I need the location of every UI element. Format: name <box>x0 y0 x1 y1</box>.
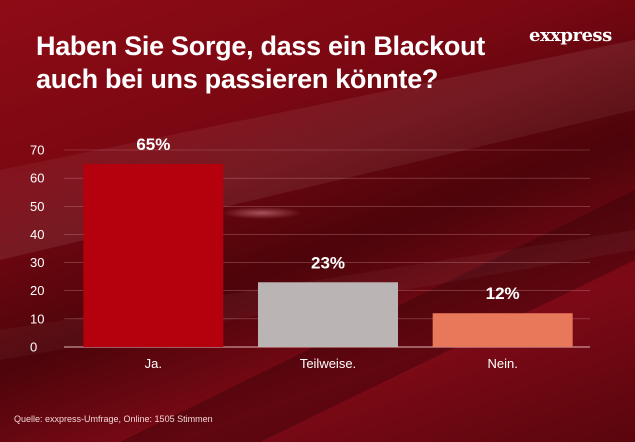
bar <box>258 282 398 347</box>
brand-logo: exxpress <box>529 25 612 46</box>
data-label: 12% <box>486 284 520 303</box>
y-tick-label: 70 <box>30 143 44 158</box>
y-tick-label: 20 <box>30 283 44 298</box>
data-label: 23% <box>311 253 345 272</box>
x-tick-label: Teilweise. <box>300 356 356 371</box>
source-note: Quelle: exxpress-Umfrage, Online: 1505 S… <box>14 414 213 424</box>
bar <box>83 164 224 347</box>
y-tick-label: 10 <box>30 311 44 326</box>
data-label: 65% <box>136 135 170 154</box>
x-tick-label: Nein. <box>487 356 517 371</box>
y-tick-label: 0 <box>30 340 37 355</box>
chart-title: Haben Sie Sorge, dass ein Blackout auch … <box>36 31 485 94</box>
y-tick-label: 40 <box>30 227 44 242</box>
y-tick-label: 60 <box>30 171 44 186</box>
y-tick-label: 30 <box>30 255 44 270</box>
bar <box>432 313 573 347</box>
y-tick-label: 50 <box>30 199 44 214</box>
x-tick-label: Ja. <box>145 356 162 371</box>
